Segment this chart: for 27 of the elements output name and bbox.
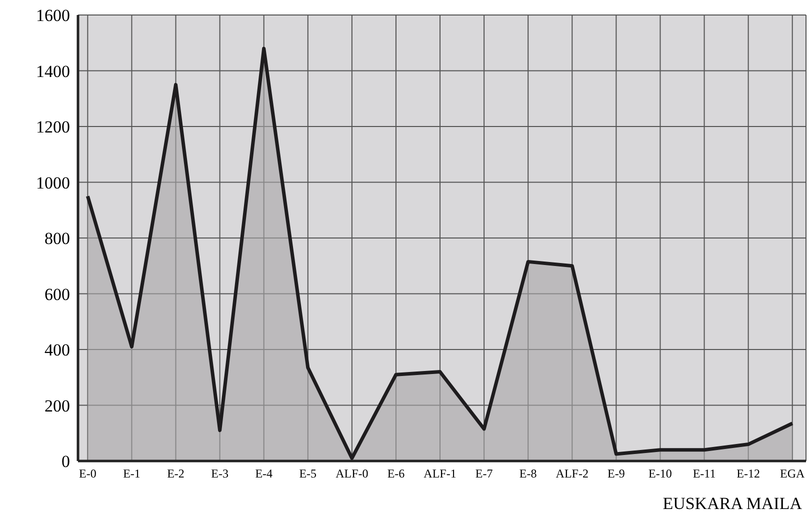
y-tick-label: 1000 [36, 173, 70, 192]
x-axis-title: EUSKARA MAILA [662, 494, 803, 513]
x-tick-label: E-11 [692, 466, 716, 481]
y-tick-label: 200 [44, 396, 70, 416]
x-tick-label: E-6 [387, 466, 405, 481]
x-tick-label: E-2 [167, 466, 184, 481]
x-tick-label: E-7 [475, 466, 493, 481]
x-tick-label: ALF-2 [556, 466, 588, 481]
y-tick-label: 1400 [36, 62, 70, 81]
x-tick-label: E-9 [608, 466, 625, 481]
y-tick-label: 600 [44, 284, 70, 304]
y-tick-label: 0 [62, 452, 70, 472]
y-tick-label: 1600 [36, 6, 70, 26]
x-tick-label: E-5 [299, 466, 317, 481]
y-tick-label: 800 [44, 229, 70, 248]
x-tick-label: E-4 [255, 466, 273, 481]
x-tick-label: EGA [780, 466, 806, 481]
x-tick-label: ALF-1 [424, 466, 456, 481]
x-tick-label: ALF-0 [336, 466, 368, 481]
x-tick-label: E-10 [648, 466, 672, 481]
y-tick-label: 1200 [36, 118, 70, 137]
x-tick-label: E-1 [123, 466, 140, 481]
x-tick-label: E-0 [79, 466, 96, 481]
x-tick-label: E-12 [736, 466, 760, 481]
x-tick-label: E-3 [211, 466, 228, 481]
x-tick-label: E-8 [519, 466, 537, 481]
y-tick-label: 400 [44, 340, 70, 360]
